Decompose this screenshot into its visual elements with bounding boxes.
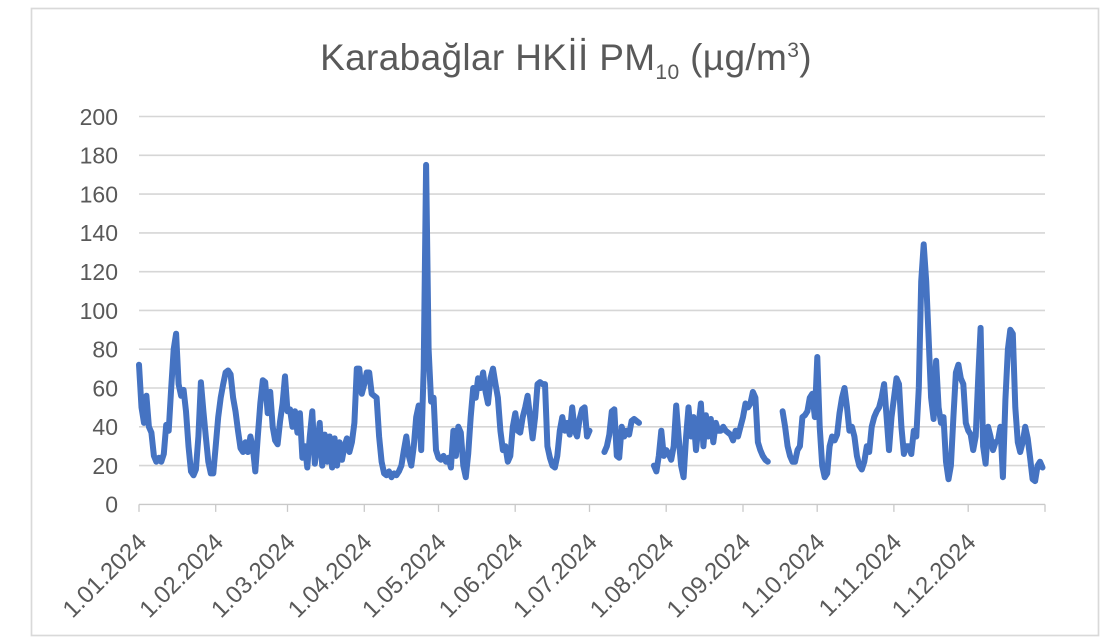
svg-text:100: 100 <box>80 298 118 324</box>
svg-text:80: 80 <box>92 337 118 363</box>
svg-text:0: 0 <box>105 492 118 518</box>
svg-text:60: 60 <box>92 375 118 401</box>
svg-text:120: 120 <box>80 259 118 285</box>
svg-text:Karabağlar HKİİ PM10 (µg/m3): Karabağlar HKİİ PM10 (µg/m3) <box>320 37 812 84</box>
svg-text:20: 20 <box>92 453 118 479</box>
svg-text:40: 40 <box>92 414 118 440</box>
svg-text:140: 140 <box>80 220 118 246</box>
svg-text:180: 180 <box>80 143 118 169</box>
svg-text:200: 200 <box>80 104 118 130</box>
svg-text:160: 160 <box>80 181 118 207</box>
